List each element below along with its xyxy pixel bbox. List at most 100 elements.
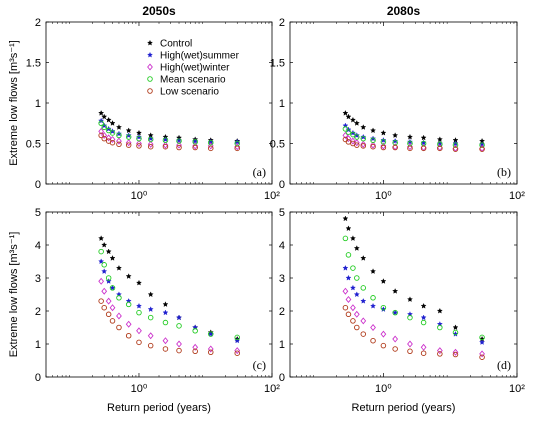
data-point [370,143,376,150]
x-tick-label: 10⁰ [375,190,392,202]
data-point [98,298,104,304]
y-tick-label: 3 [35,273,41,285]
data-point [420,314,427,321]
panel-label: (c) [253,358,266,372]
data-point [162,309,169,316]
data-point [360,285,367,291]
data-point [342,215,349,222]
data-point [101,268,108,274]
data-point [136,339,142,346]
data-point [360,124,367,130]
data-point [109,304,116,312]
data-point [437,145,443,152]
data-point [125,320,132,328]
data-point [392,132,399,138]
data-point [380,342,387,349]
data-point [101,241,108,248]
data-point [101,287,108,295]
data-point [354,134,360,140]
y-tick-label: 1.5 [26,58,41,70]
data-point [380,330,387,338]
data-point [176,138,182,144]
x-tick-label: 10⁰ [375,383,392,395]
panel-label: (a) [253,165,266,179]
legend-marker [147,39,153,46]
data-point [360,331,367,337]
data-point [109,285,116,291]
data-point [116,312,122,320]
data-point [345,129,352,135]
data-point [436,307,443,314]
data-point [370,337,376,344]
data-point [407,145,413,152]
data-point [105,275,112,281]
data-point [360,140,367,148]
data-point [192,142,199,150]
data-point [109,255,116,261]
data-point [420,350,427,356]
data-point [370,137,376,144]
data-point [420,145,427,152]
data-point [370,141,376,149]
data-point [479,339,486,345]
data-point [98,258,105,265]
legend-label: High(wet)winter [160,63,230,74]
data-point [234,334,240,341]
data-point [234,143,241,151]
data-point [192,343,199,351]
data-point [101,131,108,139]
data-point [420,134,427,141]
y-tick-label: 4 [279,240,285,252]
data-point [147,342,154,349]
data-point [345,274,352,281]
data-point [101,135,107,142]
data-point [392,309,398,316]
data-point [392,335,399,343]
data-point [370,323,376,332]
legend-label: Control [160,39,192,50]
legend-marker [147,51,153,58]
data-point [370,268,377,274]
data-point [147,314,154,321]
data-point [98,132,104,139]
data-point [208,331,214,337]
data-point [342,131,349,139]
data-point [420,302,427,309]
data-point [116,141,122,148]
data-point [407,143,413,151]
data-point [109,318,116,324]
data-point [392,144,398,151]
data-point [380,144,387,151]
data-point [109,139,116,146]
panel-title: 2050s [142,4,176,18]
data-point [360,135,367,142]
y-axis-label: Extreme low flows [m³s⁻¹] [8,40,20,166]
plot-frame [289,21,518,185]
x-tick-label: 10⁰ [131,190,148,202]
legend-label: Low scenario [160,87,219,98]
y-tick-label: 0 [35,179,41,191]
y-tick-label: 0.5 [26,139,41,151]
data-point [380,129,387,136]
data-point [370,295,376,301]
data-point [125,142,132,148]
data-point [349,235,356,241]
data-point [109,120,116,126]
data-point [105,116,112,123]
data-point [234,145,240,152]
data-point [147,143,154,150]
y-tick-label: 0 [279,372,285,384]
data-point [116,132,122,139]
data-point [452,142,459,148]
data-point [101,304,107,311]
data-point [350,137,356,145]
data-point [407,133,413,140]
data-point [116,295,122,301]
data-point [353,310,360,318]
data-point [136,302,142,309]
data-point [208,139,214,146]
data-point [136,135,142,142]
data-point [176,347,182,354]
legend-marker [147,63,153,71]
data-point [452,351,459,358]
